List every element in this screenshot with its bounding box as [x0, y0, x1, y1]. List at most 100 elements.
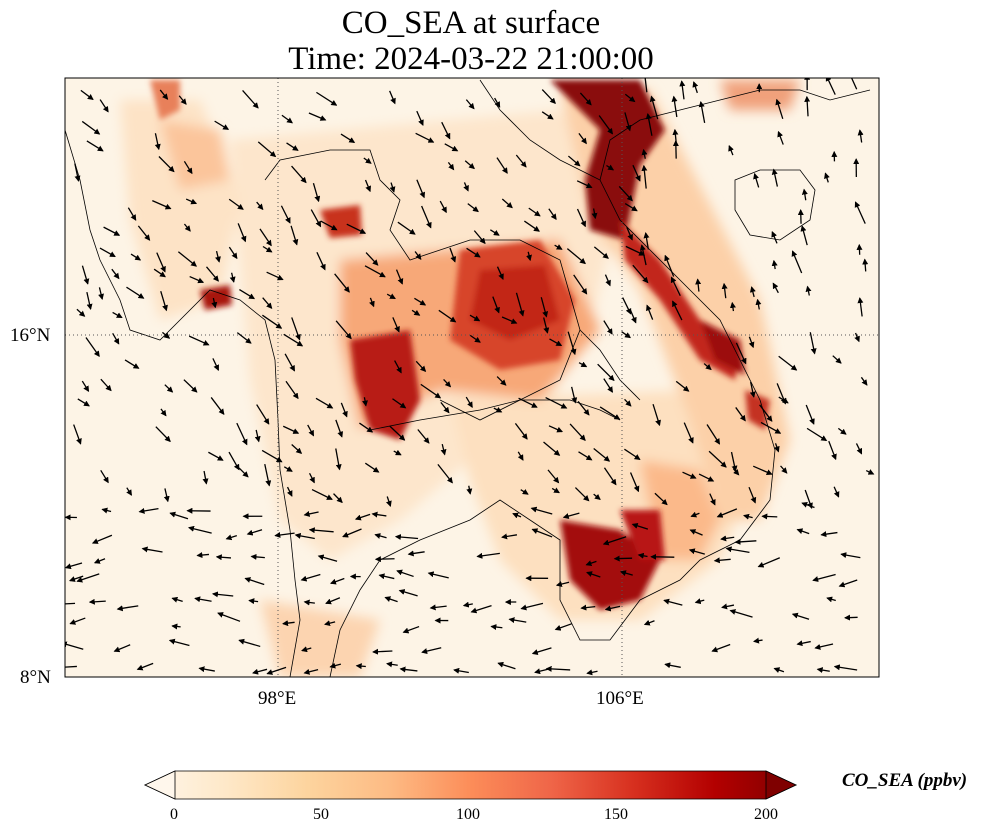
lon-tick-106e: 106°E: [596, 688, 644, 709]
wind-arrow: [163, 488, 170, 503]
wind-arrow: [622, 297, 632, 315]
wind-arrow: [394, 534, 419, 541]
wind-arrow: [833, 664, 858, 671]
wind-arrow: [631, 522, 649, 530]
wind-arrow: [211, 591, 234, 598]
wind-arrow: [385, 496, 392, 508]
wind-arrow: [645, 112, 653, 136]
wind-arrow: [828, 440, 837, 461]
wind-arrow: [449, 247, 457, 263]
wind-arrow: [706, 424, 721, 445]
wind-arrow: [374, 556, 395, 563]
wind-arrow: [420, 383, 442, 399]
wind-arrow: [303, 599, 315, 606]
wind-arrow: [160, 291, 168, 312]
wind-arrow: [127, 207, 137, 221]
wind-arrow: [369, 297, 375, 308]
wind-arrow: [414, 251, 422, 260]
wind-arrow: [816, 667, 830, 674]
wind-arrow: [586, 571, 601, 578]
wind-arrow: [599, 406, 621, 420]
wind-arrow: [164, 384, 174, 393]
wind-arrow: [112, 311, 123, 319]
wind-arrow: [641, 164, 648, 189]
wind-arrow: [708, 450, 727, 468]
wind-arrow: [569, 423, 586, 441]
wind-arrow: [335, 320, 352, 340]
wind-arrow: [796, 528, 810, 535]
wind-arrow: [632, 164, 641, 182]
wind-arrow: [643, 619, 655, 626]
wind-arrow: [280, 205, 291, 224]
wind-arrow: [517, 451, 524, 461]
wind-arrow: [85, 337, 100, 358]
wind-arrow: [76, 573, 100, 583]
wind-arrow: [679, 80, 686, 100]
wind-arrow: [329, 662, 342, 669]
wind-arrow: [629, 472, 640, 493]
wind-arrow: [523, 220, 540, 232]
colorbar: [144, 770, 797, 800]
wind-arrow: [689, 529, 703, 536]
wind-arrow: [141, 546, 163, 553]
wind-arrow: [838, 579, 858, 588]
wind-arrow: [86, 291, 93, 310]
wind-arrow: [698, 473, 715, 482]
wind-arrow: [543, 441, 561, 456]
wind-arrow: [236, 422, 248, 446]
wind-arrow: [262, 297, 273, 309]
wind-arrow: [692, 81, 699, 94]
wind-arrow: [386, 293, 396, 300]
wind-arrow: [752, 465, 773, 475]
wind-arrow: [777, 130, 784, 145]
wind-arrow: [307, 424, 315, 437]
wind-arrow: [281, 114, 293, 124]
wind-arrow: [690, 511, 700, 518]
wind-arrow: [578, 451, 593, 461]
wind-arrow: [342, 528, 362, 538]
wind-arrow: [355, 663, 366, 670]
wind-arrow: [646, 304, 654, 320]
wind-arrow: [805, 404, 815, 425]
wind-arrow: [855, 443, 863, 455]
wind-arrow: [261, 449, 283, 463]
wind-arrow: [76, 308, 86, 317]
wind-arrow: [515, 154, 527, 168]
wind-arrow: [578, 361, 588, 368]
wind-arrow: [416, 179, 426, 199]
colorbar-tick-100: 100: [456, 806, 480, 823]
wind-arrow: [111, 268, 120, 280]
wind-arrow: [593, 246, 609, 259]
wind-arrow: [825, 78, 836, 95]
wind-arrow: [625, 245, 646, 256]
wind-arrow: [579, 92, 592, 106]
wind-arrow: [541, 111, 554, 120]
wind-arrow: [773, 443, 780, 453]
wind-arrow: [753, 637, 763, 644]
wind-arrow: [392, 398, 407, 409]
wind-arrow: [415, 132, 435, 143]
wind-arrow: [228, 451, 240, 471]
wind-arrow: [732, 468, 740, 476]
wind-arrow: [466, 247, 481, 258]
wind-arrow: [862, 258, 869, 272]
wind-arrow: [494, 97, 501, 108]
wind-arrow: [832, 355, 842, 364]
wind-arrow: [621, 331, 631, 339]
wind-arrow: [682, 471, 697, 479]
wind-arrow: [761, 513, 778, 520]
wind-arrow: [840, 552, 861, 559]
wind-arrow: [262, 245, 273, 253]
wind-arrow: [334, 273, 350, 293]
wind-arrow: [597, 363, 615, 382]
wind-arrow: [211, 297, 218, 309]
wind-arrow: [541, 89, 556, 105]
wind-arrow: [465, 396, 473, 409]
wind-arrow: [501, 316, 518, 324]
wind-arrow: [652, 404, 661, 427]
wind-arrow: [441, 121, 451, 140]
wind-arrow: [578, 132, 587, 145]
wind-arrow: [126, 487, 132, 496]
wind-arrow: [772, 282, 779, 294]
wind-arrow: [791, 612, 810, 620]
